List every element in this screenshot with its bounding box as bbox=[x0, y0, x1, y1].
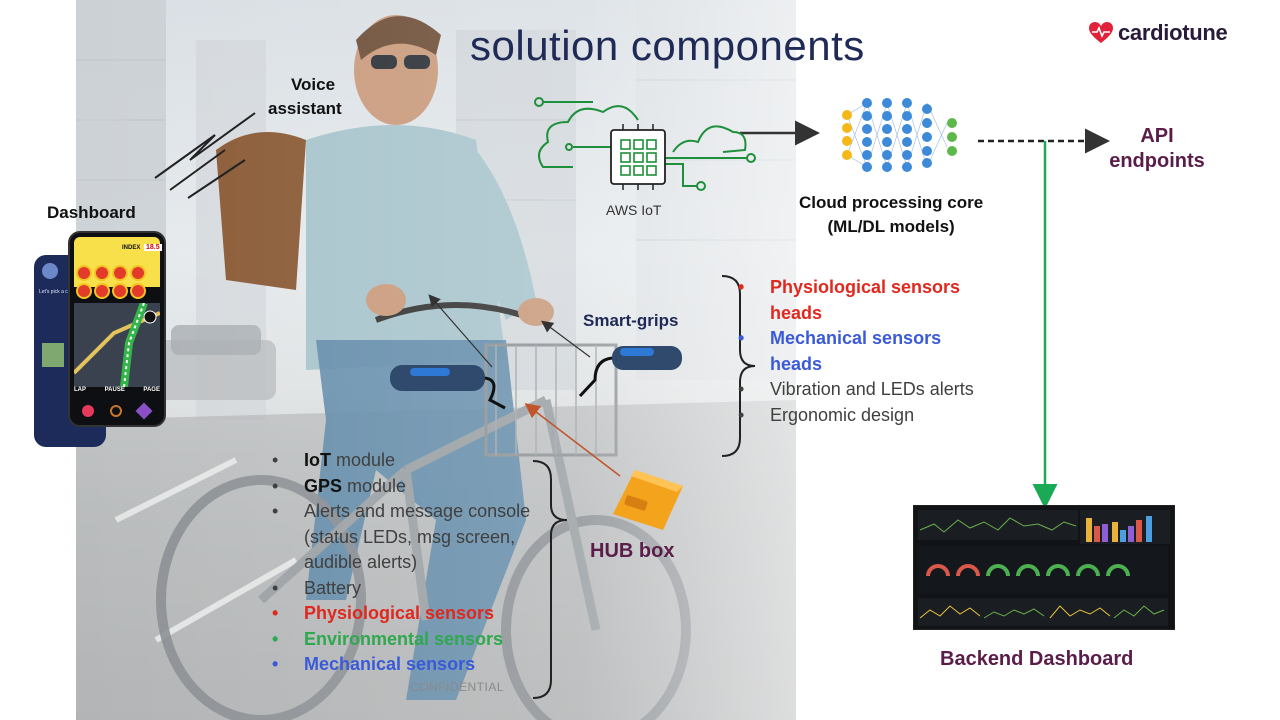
apps-icon[interactable] bbox=[135, 402, 153, 420]
smart-grips-feature-list: Physiological sensors heads Mechanical s… bbox=[738, 275, 998, 428]
gps-bold: GPS bbox=[304, 475, 343, 496]
avatar bbox=[42, 263, 58, 279]
feature-mechanical-heads: Mechanical sensors heads bbox=[738, 326, 998, 377]
backend-dashboard-panels bbox=[918, 510, 1170, 626]
neural-network-icon bbox=[842, 98, 957, 172]
voice-assistant-line1: Voice bbox=[290, 75, 336, 94]
hub-box-label: HUB box bbox=[590, 540, 675, 562]
phone-chat-text: Let's pick a c bbox=[39, 289, 68, 295]
api-line2: endpoints bbox=[1109, 150, 1205, 172]
hub-feature-list: IoT module GPS module Alerts and message… bbox=[272, 448, 552, 678]
cloud-core-line1: Cloud processing core bbox=[799, 193, 984, 212]
heart-icon bbox=[1089, 22, 1113, 43]
feature-ergonomic: Ergonomic design bbox=[738, 403, 998, 429]
lap-button[interactable]: LAP bbox=[74, 387, 86, 393]
feature-gps-module: GPS module bbox=[272, 474, 552, 500]
voice-assistant-label: Voice bbox=[286, 75, 340, 95]
backend-dashboard-label: Backend Dashboard bbox=[940, 648, 1134, 670]
logo-text: cardiotune bbox=[1118, 20, 1228, 45]
index-value: 18.5 bbox=[144, 244, 162, 251]
heart-button-icon[interactable] bbox=[82, 405, 94, 417]
aws-iot-icon bbox=[534, 97, 756, 191]
voice-assistant-line2: assistant bbox=[268, 99, 342, 118]
index-label: INDEX bbox=[122, 245, 141, 251]
background-photo-cyclist bbox=[76, 0, 796, 720]
gear-icon[interactable] bbox=[110, 405, 122, 417]
api-endpoints-label: API endpoints bbox=[1102, 125, 1212, 173]
cardiotune-logo: cardiotune bbox=[1088, 20, 1228, 46]
map-view bbox=[74, 303, 160, 387]
confidential-watermark: CONFIDENTIAL bbox=[410, 680, 505, 694]
api-line1: API bbox=[1140, 125, 1174, 147]
gps-rest: module bbox=[342, 475, 407, 496]
feature-battery: Battery bbox=[272, 576, 552, 602]
feature-mechanical-sensors: Mechanical sensors bbox=[272, 652, 552, 678]
pause-button[interactable]: PAUSE bbox=[104, 387, 125, 393]
photo-thumbnail bbox=[42, 343, 64, 367]
feature-environmental-sensors: Environmental sensors bbox=[272, 627, 552, 653]
smart-grips-devices bbox=[390, 346, 682, 410]
iot-rest: module bbox=[331, 450, 396, 470]
phone-button-bar: LAP PAUSE PAGE bbox=[74, 387, 160, 393]
smart-grips-label: Smart-grips bbox=[583, 311, 679, 330]
feature-physiological-heads: Physiological sensors heads bbox=[738, 275, 998, 326]
feature-vibration-leds: Vibration and LEDs alerts bbox=[738, 377, 998, 403]
backend-dashboard-screenshot bbox=[913, 505, 1175, 630]
page-title: solution components bbox=[470, 22, 865, 69]
aws-iot-label: AWS IoT bbox=[606, 202, 662, 218]
feature-physiological-sensors: Physiological sensors bbox=[272, 601, 552, 627]
cloud-core-label: Cloud processing core (ML/DL models) bbox=[799, 193, 983, 237]
zone-circles bbox=[76, 265, 146, 299]
feature-alerts-console: Alerts and message console (status LEDs,… bbox=[272, 499, 552, 576]
hub-box-device bbox=[613, 470, 683, 530]
cloud-core-line2: (ML/DL models) bbox=[827, 217, 955, 236]
dashboard-label: Dashboard bbox=[47, 203, 136, 222]
feature-iot-module: IoT module bbox=[272, 448, 552, 474]
page-button[interactable]: PAGE bbox=[143, 387, 160, 393]
phone-front: INDEX 18.5 LAP PAUSE PAGE bbox=[68, 231, 166, 427]
iot-bold: IoT bbox=[304, 450, 331, 470]
